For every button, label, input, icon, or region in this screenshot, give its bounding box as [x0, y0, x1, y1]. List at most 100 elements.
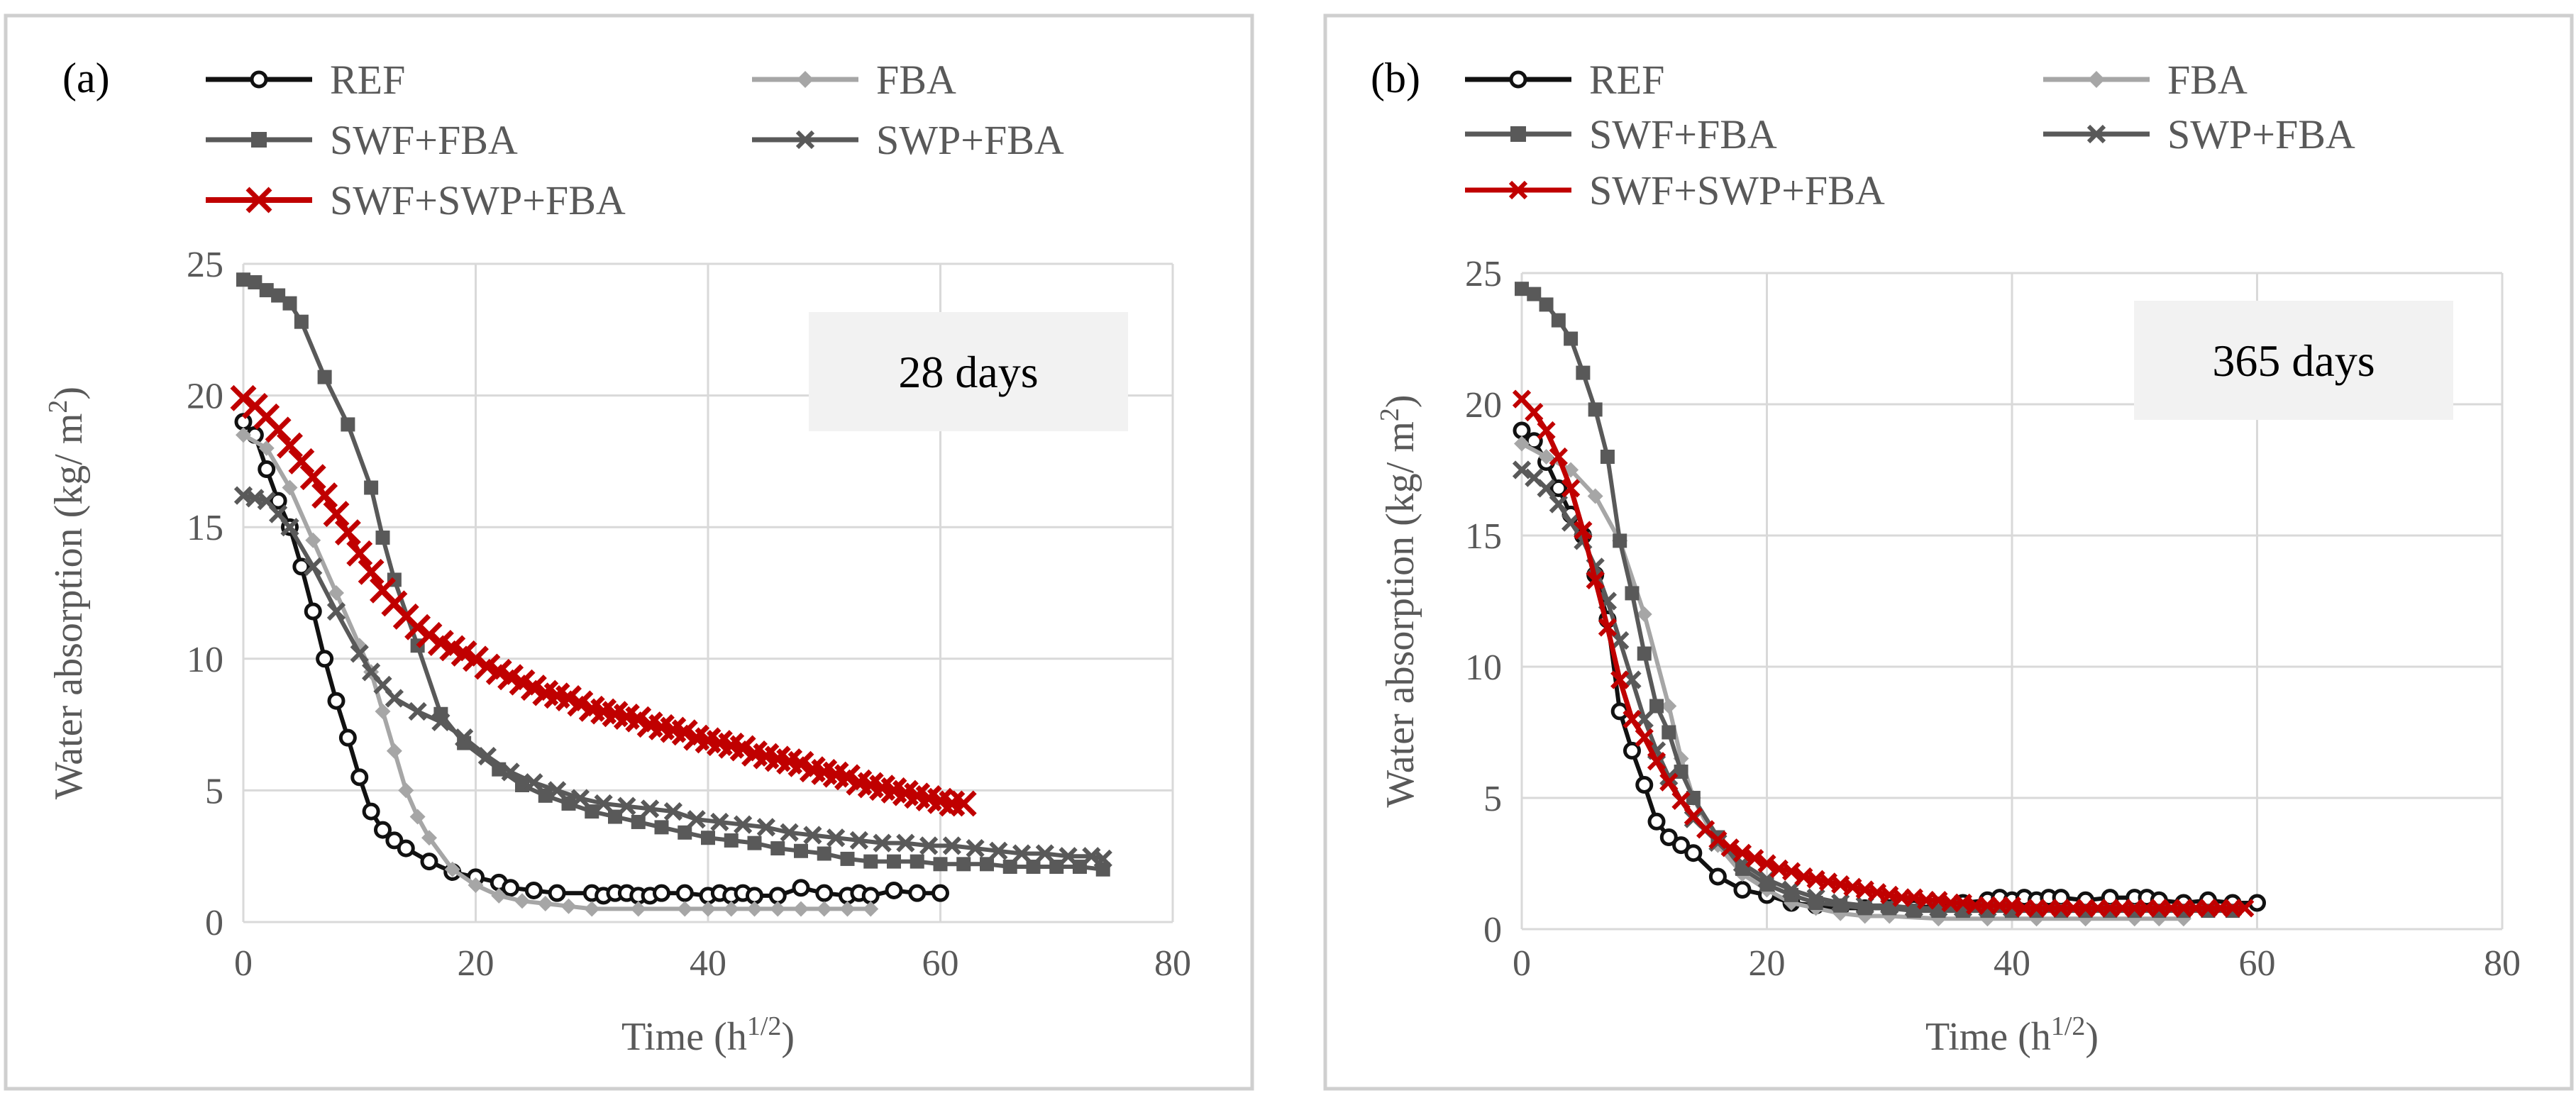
- y-tick-label: 15: [187, 508, 223, 548]
- data-point: [1549, 447, 1568, 467]
- data-point: [1635, 776, 1654, 794]
- data-point: [1093, 849, 1112, 869]
- data-point: [1574, 521, 1593, 540]
- data-point: [631, 814, 646, 829]
- y-tick-label: 0: [205, 903, 223, 943]
- data-point: [1637, 646, 1652, 661]
- data-point: [2088, 71, 2105, 88]
- annotation-label: 365 days: [2212, 335, 2375, 386]
- data-point: [1661, 698, 1677, 714]
- data-point: [734, 815, 753, 834]
- data-point: [908, 884, 927, 902]
- x-tick-label: 20: [458, 943, 494, 984]
- data-point: [675, 884, 694, 902]
- legend-label: REF: [1589, 57, 1664, 103]
- data-point: [1649, 699, 1664, 714]
- data-point: [701, 831, 715, 845]
- data-point: [780, 823, 799, 842]
- data-point: [514, 893, 530, 909]
- data-point: [816, 901, 832, 917]
- data-point: [292, 557, 311, 576]
- data-point: [304, 557, 323, 577]
- data-point: [1537, 479, 1556, 498]
- data-point: [1831, 893, 1850, 913]
- data-point: [873, 833, 892, 853]
- data-point: [299, 464, 326, 491]
- data-point: [1551, 313, 1566, 328]
- data-point: [1002, 860, 1017, 875]
- data-point: [250, 70, 268, 89]
- data-point: [2235, 899, 2255, 918]
- data-point: [408, 701, 427, 721]
- x-tick-label: 0: [1513, 943, 1531, 984]
- data-point: [1647, 812, 1666, 831]
- data-point: [1745, 848, 1764, 868]
- data-point: [1564, 331, 1579, 346]
- data-point: [341, 417, 355, 432]
- data-point: [768, 887, 787, 905]
- data-point: [316, 650, 334, 668]
- data-point: [1781, 862, 1801, 881]
- series-swf-fba: [236, 272, 1110, 877]
- data-point: [887, 854, 901, 869]
- data-point: [311, 482, 338, 509]
- data-point: [468, 877, 484, 894]
- data-point: [338, 728, 357, 747]
- data-point: [1636, 606, 1652, 622]
- x-tick-label: 40: [1994, 943, 2030, 984]
- annotation-label: 28 days: [898, 347, 1038, 397]
- data-point: [2086, 124, 2106, 144]
- data-point: [980, 857, 994, 872]
- data-point: [374, 821, 392, 839]
- data-point: [594, 794, 613, 814]
- data-point: [1623, 709, 1642, 729]
- data-point: [723, 901, 739, 917]
- data-point: [1508, 180, 1528, 200]
- y-tick-label: 5: [205, 771, 223, 811]
- data-point: [304, 602, 322, 621]
- annotation-box: [809, 312, 1128, 431]
- data-point: [524, 773, 543, 792]
- data-point: [1058, 847, 1078, 866]
- y-tick-label: 5: [1483, 779, 1502, 819]
- data-point: [839, 901, 856, 917]
- data-point: [1806, 888, 1825, 907]
- data-point: [746, 887, 763, 905]
- data-point: [236, 427, 251, 443]
- legend-item: SWF+FBA: [206, 117, 518, 163]
- data-point: [1659, 828, 1678, 846]
- series-line: [243, 493, 1104, 861]
- data-point: [305, 532, 321, 548]
- data-point: [1527, 287, 1542, 301]
- data-point: [1095, 862, 1110, 877]
- data-point: [919, 836, 939, 855]
- y-tick-label: 20: [187, 377, 223, 417]
- data-point: [258, 440, 275, 456]
- data-point: [942, 836, 962, 855]
- legend-label: SWF+FBA: [1589, 111, 1777, 157]
- data-point: [1035, 844, 1055, 863]
- data-point: [327, 692, 346, 710]
- data-point: [797, 71, 814, 88]
- data-point: [950, 790, 977, 817]
- data-point: [294, 314, 309, 329]
- data-point: [815, 884, 834, 902]
- data-point: [326, 601, 346, 621]
- data-point: [385, 831, 404, 850]
- legend: REF FBA SWF+FBA SWP+FBA SWF+SWP+FBA: [206, 57, 1064, 223]
- data-point: [1672, 836, 1691, 855]
- data-point: [282, 479, 298, 496]
- panel-label: (a): [62, 55, 110, 101]
- data-point: [404, 614, 431, 640]
- data-point: [524, 881, 543, 899]
- legend-item: FBA: [2043, 57, 2248, 103]
- legend-label: SWP+FBA: [2167, 111, 2355, 157]
- series-swf-swp-fba: [230, 384, 977, 817]
- data-point: [258, 460, 276, 479]
- data-point: [288, 448, 315, 474]
- data-point: [1512, 460, 1532, 479]
- y-tick-label: 15: [1465, 516, 1502, 557]
- data-point: [849, 831, 869, 850]
- panel-frame: [1323, 13, 2574, 1091]
- data-point: [840, 851, 855, 866]
